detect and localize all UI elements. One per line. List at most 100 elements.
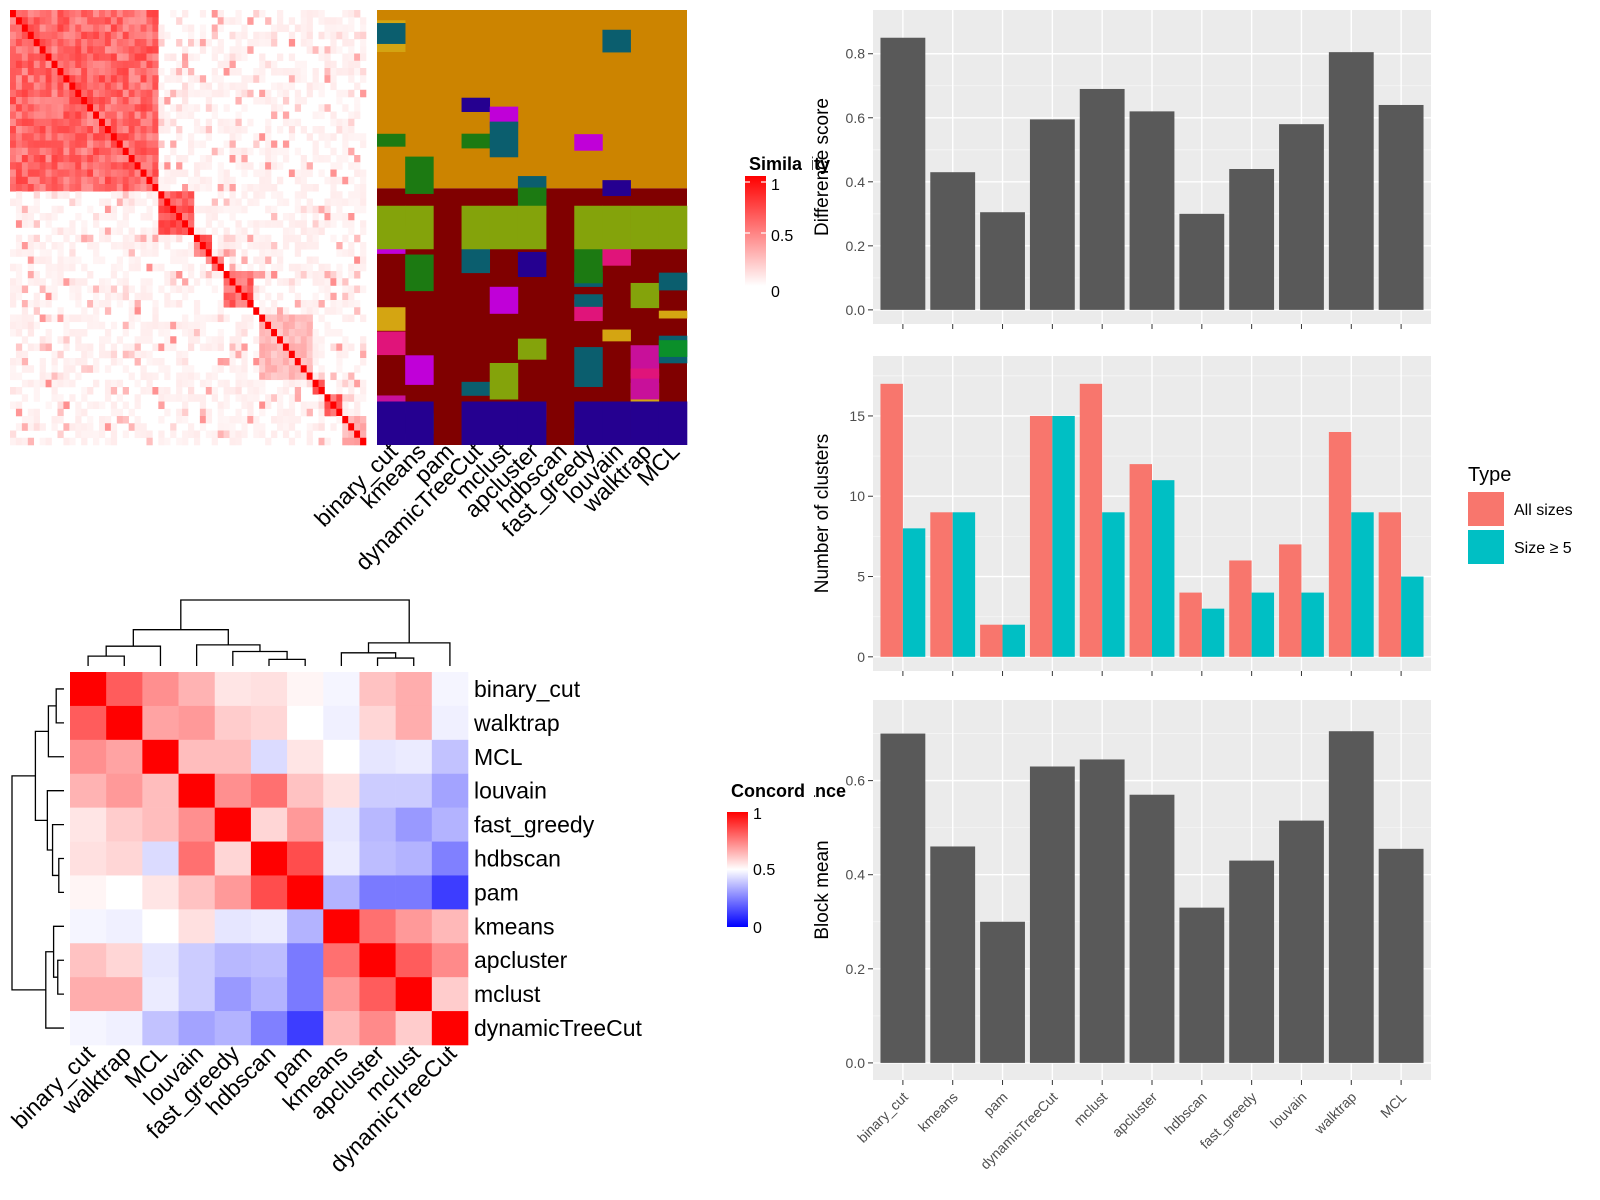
similarity-cell: [75, 133, 82, 141]
similarity-cell: [241, 169, 248, 178]
similarity-cell: [15, 314, 23, 323]
similarity-cell: [182, 104, 189, 112]
similarity-cell: [306, 343, 313, 352]
similarity-cell: [164, 184, 171, 192]
similarity-cell: [134, 31, 141, 40]
similarity-cell: [348, 249, 355, 257]
concordance-cell: [250, 943, 288, 978]
similarity-cell: [342, 314, 349, 323]
similarity-cell: [306, 242, 313, 250]
similarity-cell: [318, 133, 325, 141]
similarity-cell: [182, 111, 189, 120]
similarity-cell: [93, 184, 100, 192]
similarity-cell: [294, 205, 302, 214]
similarity-cell: [205, 379, 213, 388]
similarity-cell: [140, 365, 147, 373]
similarity-cell: [188, 147, 195, 156]
similarity-cell: [110, 97, 118, 105]
similarity-cell: [229, 140, 236, 149]
similarity-cell: [116, 53, 124, 62]
similarity-cell: [182, 82, 189, 91]
similarity-cell: [63, 82, 70, 91]
bar-all-sizes: [1079, 383, 1103, 657]
similarity-cell: [306, 329, 313, 337]
similarity-cell: [259, 53, 266, 62]
similarity-cell: [318, 263, 325, 272]
similarity-cell: [110, 408, 118, 417]
similarity-cell: [235, 321, 242, 330]
similarity-cell: [51, 53, 58, 62]
similarity-cell: [199, 271, 207, 279]
similarity-cell: [128, 300, 135, 308]
similarity-cell: [288, 126, 296, 134]
similarity-cell: [158, 285, 165, 294]
similarity-cell: [45, 82, 52, 91]
similarity-cell: [57, 242, 64, 250]
similarity-cell: [253, 242, 260, 250]
similarity-cell: [324, 401, 331, 410]
similarity-cell: [336, 68, 343, 76]
similarity-cell: [247, 75, 254, 83]
similarity-cell: [277, 24, 284, 33]
similarity-cell: [336, 307, 343, 315]
similarity-cell: [265, 205, 272, 214]
similarity-cell: [134, 198, 141, 207]
x-tick-label: kmeans: [915, 1089, 961, 1135]
similarity-cell: [122, 321, 129, 330]
concordance-cell: [178, 875, 216, 910]
similarity-cell: [140, 227, 147, 236]
similarity-cell: [259, 31, 266, 40]
similarity-cell: [39, 184, 46, 192]
similarity-cell: [122, 220, 129, 228]
bar-all-sizes: [1129, 464, 1152, 657]
similarity-cell: [259, 220, 266, 228]
similarity-cell: [188, 89, 195, 98]
similarity-cell: [69, 314, 76, 323]
similarity-cell: [57, 118, 64, 127]
similarity-cell: [223, 118, 230, 127]
similarity-cell: [188, 140, 195, 149]
similarity-cell: [348, 198, 355, 207]
similarity-cell: [57, 401, 64, 410]
similarity-cell: [205, 387, 213, 395]
bar: [1279, 820, 1324, 1063]
similarity-cell: [330, 329, 337, 337]
similarity-cell: [57, 176, 64, 185]
similarity-cell: [193, 321, 201, 330]
similarity-cell: [152, 242, 159, 250]
similarity-cell: [122, 242, 129, 250]
similarity-cell: [10, 365, 17, 373]
similarity-cell: [241, 147, 248, 156]
similarity-cell: [110, 82, 118, 91]
similarity-cell: [253, 365, 260, 373]
similarity-cell: [211, 10, 218, 18]
similarity-cell: [63, 162, 70, 170]
similarity-cell: [15, 89, 23, 98]
similarity-cell: [81, 24, 88, 33]
similarity-cell: [265, 147, 272, 156]
bar-all-sizes: [930, 512, 953, 657]
similarity-cell: [152, 307, 159, 315]
similarity-cell: [354, 271, 361, 279]
similarity-cell: [223, 423, 230, 431]
similarity-cell: [99, 336, 106, 344]
similarity-cell: [324, 285, 331, 294]
similarity-cell: [10, 82, 17, 91]
similarity-cell: [158, 401, 165, 410]
similarity-cell: [57, 249, 64, 257]
similarity-cell: [15, 437, 23, 446]
similarity-cell: [87, 314, 94, 323]
similarity-cell: [205, 408, 213, 417]
similarity-cell: [253, 68, 260, 76]
similarity-cell: [164, 53, 171, 62]
similarity-cell: [15, 343, 23, 352]
similarity-cell: [265, 60, 272, 69]
assignment-segment: [405, 254, 434, 292]
similarity-cell: [39, 314, 46, 323]
similarity-cell: [104, 416, 112, 424]
similarity-cell: [152, 31, 159, 40]
similarity-cell: [122, 126, 129, 134]
similarity-cell: [170, 271, 177, 279]
similarity-cell: [318, 437, 325, 446]
